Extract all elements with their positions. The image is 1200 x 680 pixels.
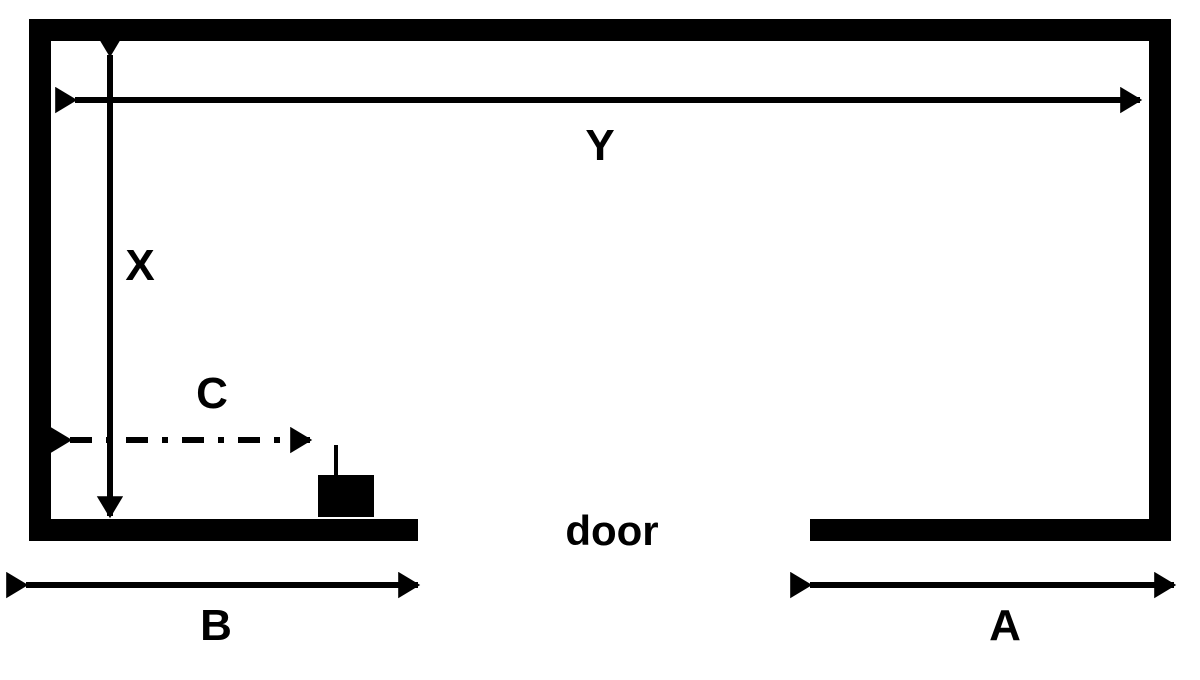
room-diagram: Y X C B Adoor <box>0 0 1200 680</box>
label-C: C <box>196 369 228 418</box>
label-door: door <box>565 507 658 554</box>
label-A: A <box>989 601 1021 650</box>
label-B: B <box>200 601 232 650</box>
label-Y: Y <box>585 121 614 170</box>
label-X: X <box>125 241 154 290</box>
room-walls <box>40 30 1160 530</box>
robot-body <box>318 475 374 517</box>
